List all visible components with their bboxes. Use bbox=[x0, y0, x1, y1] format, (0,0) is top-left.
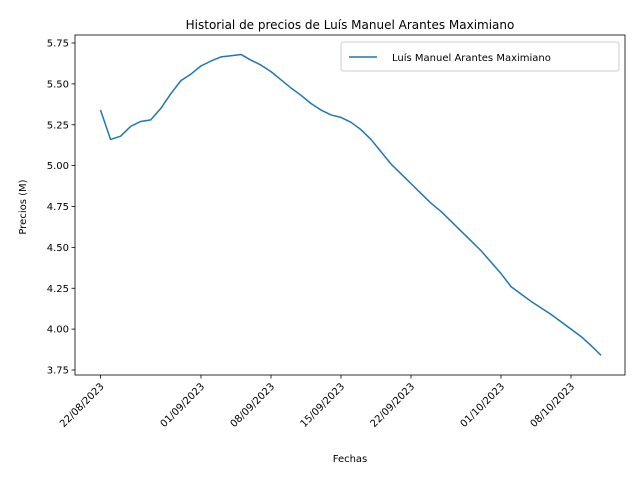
legend-entry-label: Luís Manuel Arantes Maximiano bbox=[392, 52, 551, 64]
y-tick-label: 5.75 bbox=[47, 39, 69, 50]
y-tick-label: 5.50 bbox=[47, 79, 69, 90]
y-axis-label: Precios (M) bbox=[18, 179, 29, 234]
x-axis-label: Fechas bbox=[333, 454, 368, 465]
series-line bbox=[99, 53, 602, 356]
y-tick-label: 4.25 bbox=[47, 284, 69, 295]
y-tick-label: 5.00 bbox=[47, 161, 69, 172]
chart-title: Historial de precios de Luís Manuel Aran… bbox=[186, 18, 515, 32]
y-tick-label: 4.75 bbox=[47, 202, 69, 213]
y-tick-label: 5.25 bbox=[47, 120, 69, 131]
y-tick-label: 4.50 bbox=[47, 243, 69, 254]
legend-box bbox=[340, 41, 620, 72]
axes-frame bbox=[74, 34, 626, 376]
y-tick-label: 4.00 bbox=[47, 325, 69, 336]
legend: Luís Manuel Arantes Maximiano bbox=[340, 41, 620, 72]
y-tick-label: 3.75 bbox=[47, 366, 69, 377]
